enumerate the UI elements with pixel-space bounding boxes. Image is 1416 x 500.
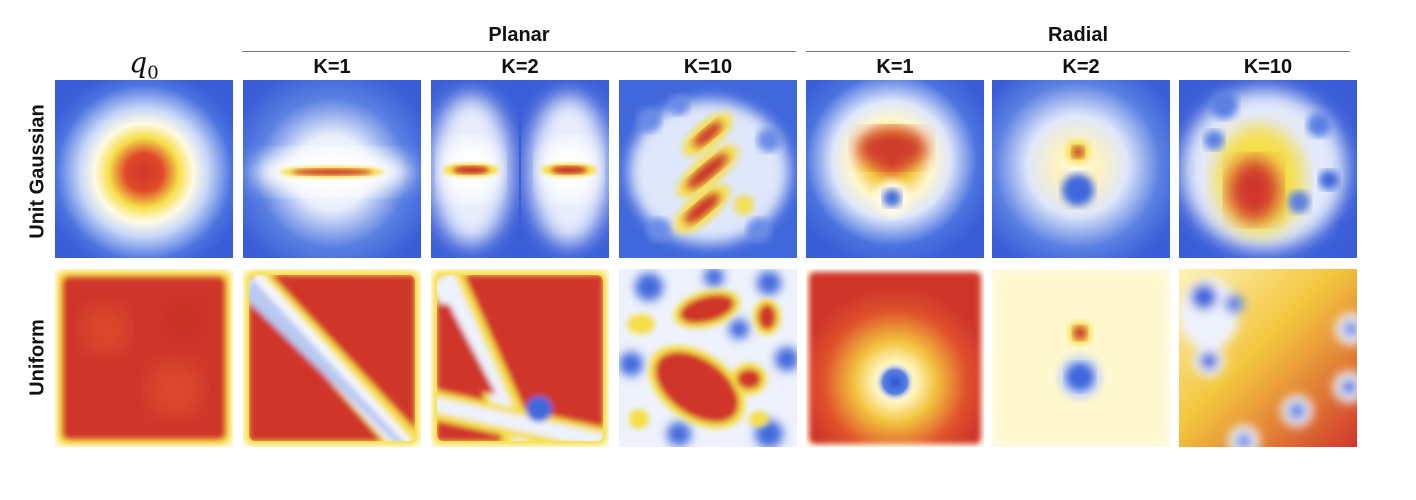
row-label-uniform: Uniform [26, 319, 49, 396]
density-panel-gaussian-planar-k1 [243, 80, 421, 258]
group-title-radial: Radial [1047, 24, 1109, 46]
group-title-planar: Planar [488, 24, 550, 46]
col-label-radial-k1: K=1 [876, 56, 914, 78]
density-panel-gaussian-radial-k2 [992, 80, 1170, 258]
density-panel-uniform-planar-k1 [243, 269, 421, 447]
density-panel-gaussian-radial-k1 [806, 80, 984, 258]
col-label-planar-k2: K=2 [501, 56, 539, 78]
density-panel-uniform-planar-k2 [431, 269, 609, 447]
density-panel-uniform-radial-k2 [992, 269, 1170, 447]
density-panel-uniform-planar-k10 [619, 269, 797, 447]
density-panel-uniform-radial-k1 [806, 269, 984, 447]
density-panel-gaussian-radial-k10 [1179, 80, 1357, 258]
row-label-gaussian: Unit Gaussian [26, 104, 49, 239]
density-panel-gaussian-planar-k10 [619, 80, 797, 258]
density-panel-gaussian-q0 [55, 80, 233, 258]
density-panel-uniform-radial-k10 [1179, 269, 1357, 447]
group-rule-planar [242, 51, 796, 52]
col-label-planar-k10: K=10 [683, 56, 733, 78]
group-rule-radial [806, 51, 1350, 52]
col-label-planar-k1: K=1 [313, 56, 351, 78]
col-label-radial-k10: K=10 [1243, 56, 1293, 78]
col-label-q0: q0 [129, 46, 159, 84]
density-panel-gaussian-planar-k2 [431, 80, 609, 258]
density-panel-uniform-q0 [55, 269, 233, 447]
col-label-radial-k2: K=2 [1062, 56, 1100, 78]
